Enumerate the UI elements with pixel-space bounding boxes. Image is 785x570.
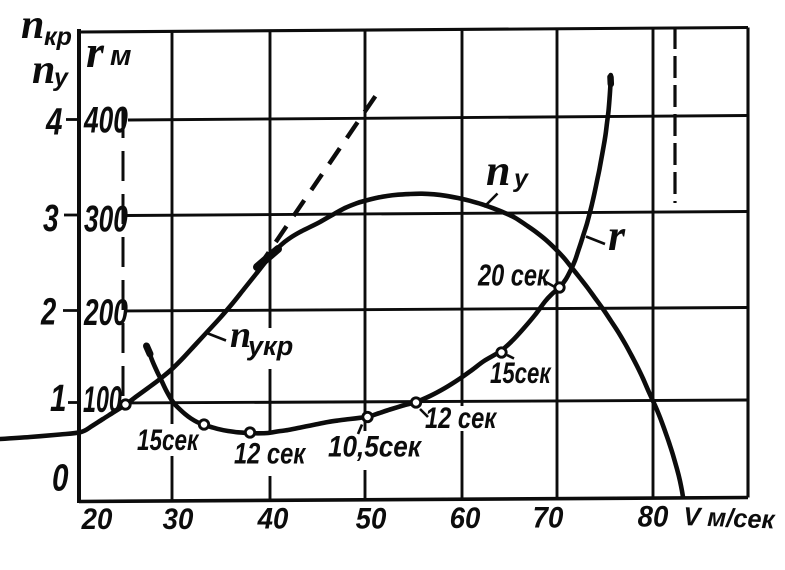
svg-text:r: r <box>608 211 626 260</box>
svg-text:1: 1 <box>50 378 66 420</box>
svg-text:20: 20 <box>81 503 113 536</box>
svg-text:10,5сек: 10,5сек <box>328 430 423 463</box>
svg-text:12 сек: 12 сек <box>234 437 306 470</box>
svg-text:40: 40 <box>257 502 289 535</box>
svg-text:15сек: 15сек <box>137 423 200 457</box>
svg-text:4: 4 <box>45 101 62 143</box>
svg-text:400: 400 <box>83 99 128 141</box>
svg-text:2: 2 <box>40 291 57 333</box>
svg-text:м: м <box>110 40 131 72</box>
svg-text:80: 80 <box>638 500 669 533</box>
svg-text:V м/сек: V м/сек <box>683 503 777 535</box>
svg-text:300: 300 <box>84 198 128 240</box>
svg-text:укр: укр <box>246 331 293 361</box>
svg-text:200: 200 <box>83 292 128 334</box>
svg-text:15сек: 15сек <box>490 356 552 390</box>
svg-text:n: n <box>486 146 510 195</box>
svg-text:100: 100 <box>83 378 122 420</box>
svg-text:60: 60 <box>450 502 481 535</box>
svg-text:3: 3 <box>43 198 59 240</box>
svg-text:50: 50 <box>356 502 387 535</box>
svg-text:30: 30 <box>163 503 194 536</box>
svg-text:n: n <box>21 2 44 48</box>
svg-text:70: 70 <box>533 501 564 534</box>
svg-text:у: у <box>512 165 529 193</box>
svg-text:0: 0 <box>52 457 69 499</box>
svg-text:у: у <box>52 64 69 92</box>
svg-text:n: n <box>32 47 55 93</box>
svg-text:12 сек: 12 сек <box>425 401 497 434</box>
svg-text:r: r <box>86 26 105 77</box>
svg-text:20 сек: 20 сек <box>477 257 550 292</box>
